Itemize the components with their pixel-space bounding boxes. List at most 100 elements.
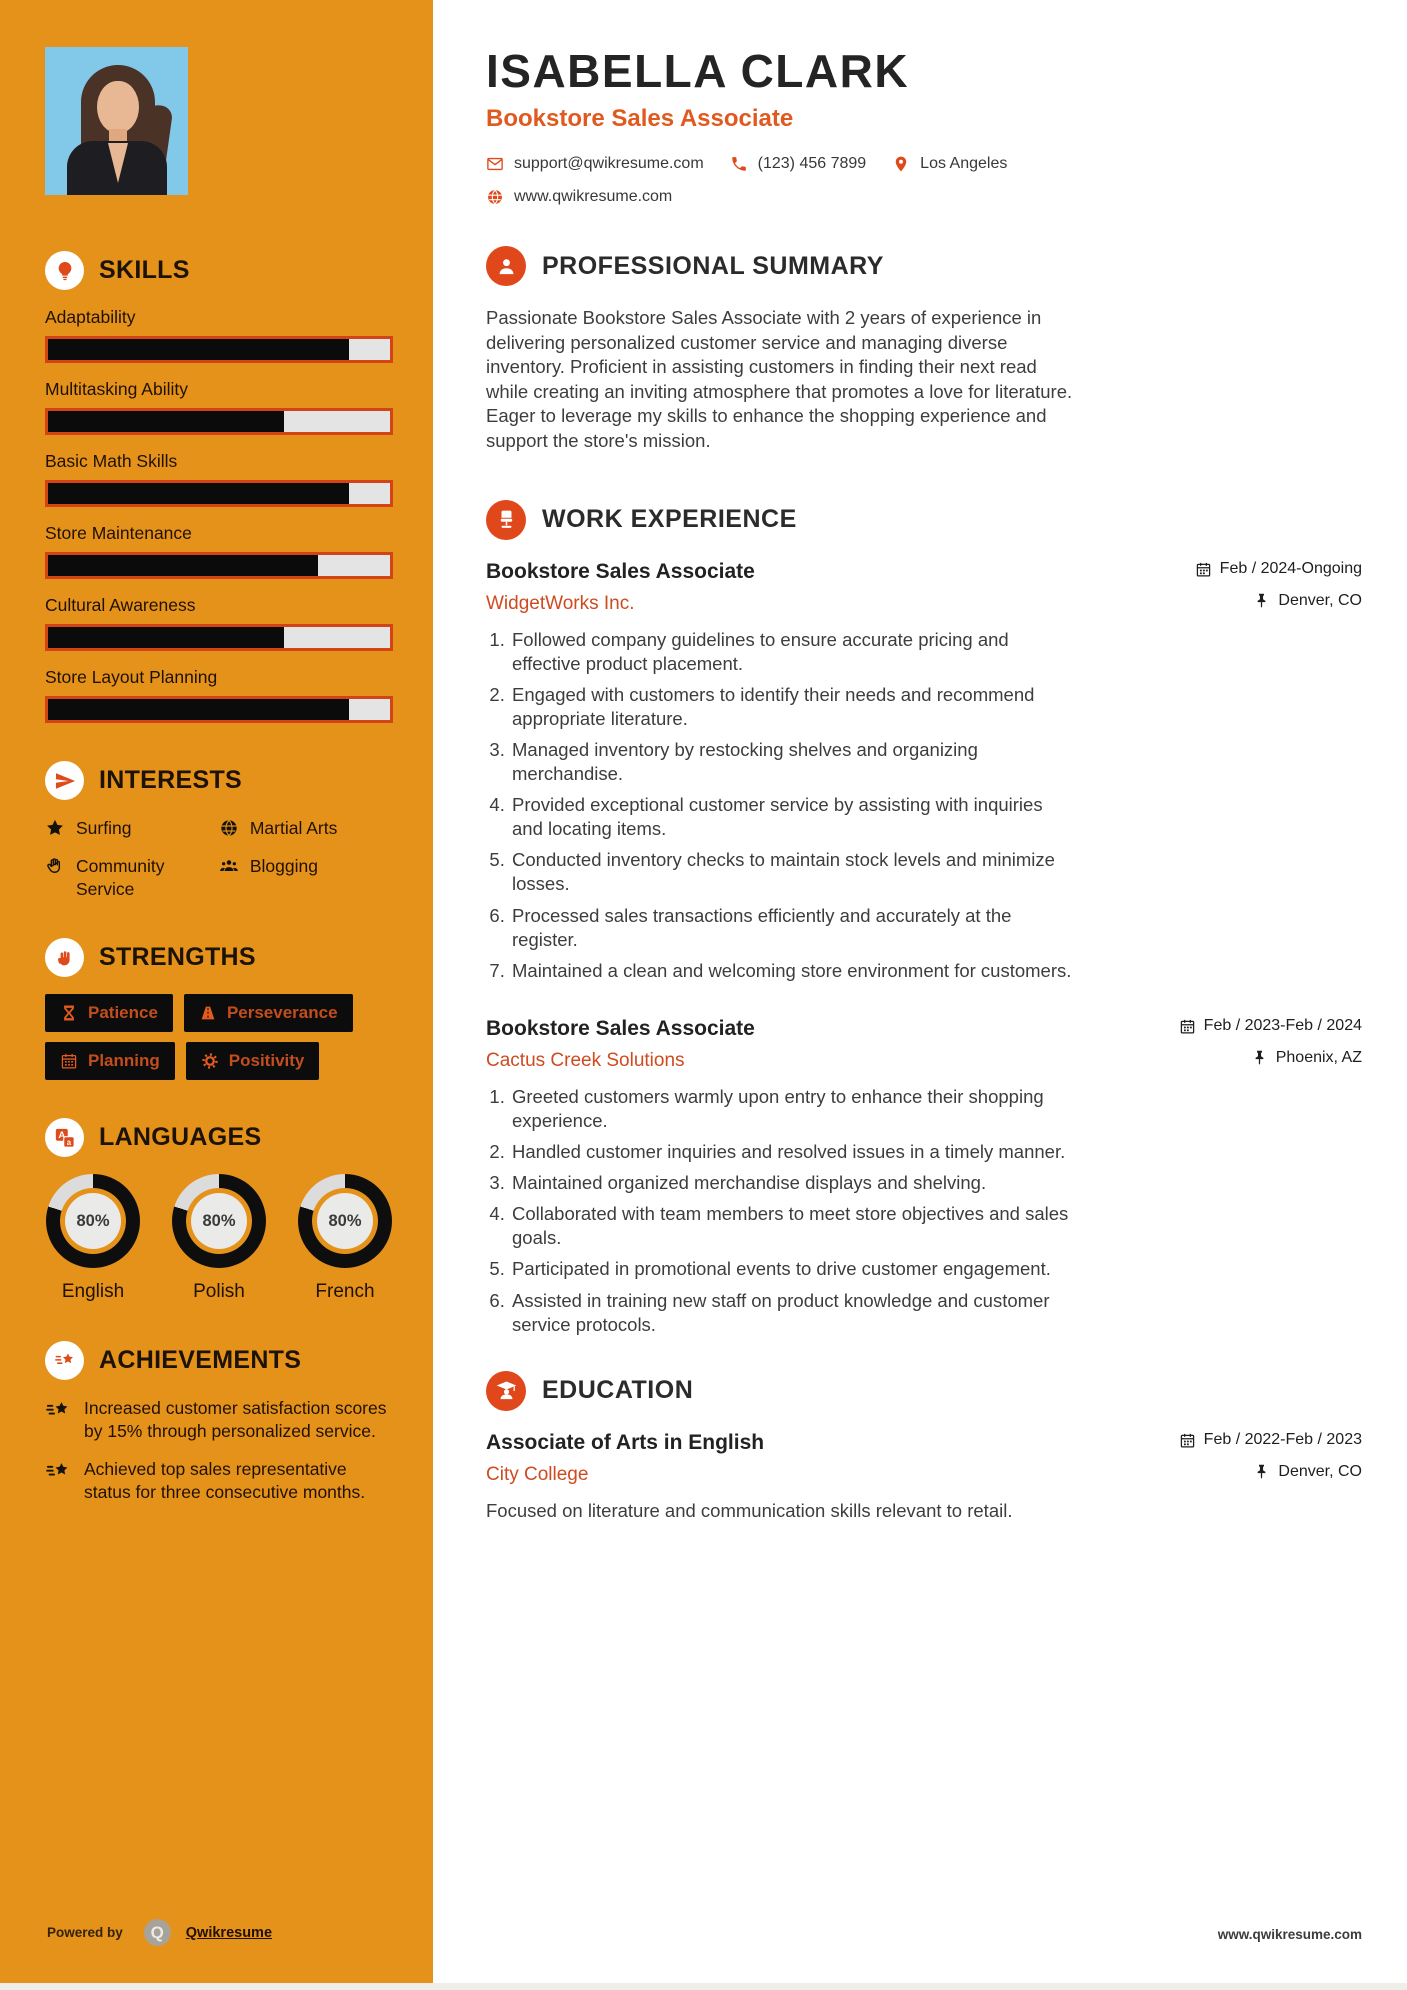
language-percent: 80% xyxy=(317,1193,373,1250)
language-item: 80% French xyxy=(297,1174,393,1303)
powered-by-label: Powered by xyxy=(47,1925,123,1940)
page-bottom-edge xyxy=(0,1983,1407,1990)
language-label: English xyxy=(61,1281,125,1303)
lightbulb-icon xyxy=(45,251,84,290)
skill-label: Multitasking Ability xyxy=(45,379,188,399)
skills-title: SKILLS xyxy=(99,256,190,284)
calendar-small-icon xyxy=(1179,1018,1196,1035)
sidebar: SKILLS Adaptability Multitasking Ability… xyxy=(0,0,433,1990)
skill-bar-fill xyxy=(48,483,349,504)
calendar-small-icon xyxy=(1195,561,1212,578)
education-location: Denver, CO xyxy=(1278,1462,1362,1480)
skill-bar xyxy=(45,408,393,435)
location-value: Los Angeles xyxy=(920,155,1008,172)
interest-item: Surfing xyxy=(45,817,211,840)
pushpin-icon xyxy=(1253,1463,1270,1480)
experience-title: WORK EXPERIENCE xyxy=(542,505,797,534)
summary-text: Passionate Bookstore Sales Associate wit… xyxy=(486,307,1073,451)
skill-item: Store Maintenance xyxy=(45,523,393,579)
phone-item: (123) 456 7899 xyxy=(730,155,866,173)
job-bullet: Handled customer inquiries and resolved … xyxy=(510,1140,1076,1164)
skill-bar-fill xyxy=(48,627,284,648)
interest-label: Community Service xyxy=(76,855,165,899)
strength-label: Positivity xyxy=(228,1051,305,1071)
qwikresume-link[interactable]: Qwikresume xyxy=(185,1924,273,1941)
strengths-title: STRENGTHS xyxy=(99,943,256,972)
job-bullet: Processed sales transactions efficiently… xyxy=(510,904,1076,952)
skill-label: Store Maintenance xyxy=(45,523,192,543)
job-location: Phoenix, AZ xyxy=(1275,1048,1362,1066)
candidate-name: ISABELLA CLARK xyxy=(486,45,910,97)
interest-item: Martial Arts xyxy=(219,817,393,840)
job-entry: Bookstore Sales Associate Feb / 2023-Feb… xyxy=(486,1017,1362,1337)
job-bullet: Maintained organized merchandise display… xyxy=(510,1171,1076,1195)
pushpin-icon xyxy=(1251,1049,1268,1066)
language-progress-ring: 80% xyxy=(46,1174,140,1269)
job-bullet: Greeted customers warmly upon entry to e… xyxy=(510,1085,1076,1133)
language-percent: 80% xyxy=(65,1193,121,1250)
skill-label: Basic Math Skills xyxy=(45,451,178,471)
users-icon xyxy=(219,856,239,876)
strength-badge: Planning xyxy=(45,1042,175,1081)
interests-title: INTERESTS xyxy=(99,766,242,794)
phone-icon xyxy=(730,155,748,173)
languages-list: 80% English 80% Polish 80% French xyxy=(45,1174,393,1303)
star-icon xyxy=(45,818,65,838)
contact-info: support@qwikresume.com (123) 456 7899 Lo… xyxy=(486,155,1362,206)
skill-bar xyxy=(45,480,393,507)
footer-website-link[interactable]: www.qwikresume.com xyxy=(1217,1927,1362,1942)
job-location: Denver, CO xyxy=(1278,591,1362,609)
fist-icon xyxy=(45,938,84,978)
degree-name: Associate of Arts in English xyxy=(486,1430,765,1454)
main-content: ISABELLA CLARK Bookstore Sales Associate… xyxy=(433,0,1407,1990)
strength-label: Planning xyxy=(88,1051,160,1071)
office-chair-icon xyxy=(486,499,526,540)
job-bullet: Assisted in training new staff on produc… xyxy=(510,1289,1076,1337)
profile-photo xyxy=(45,47,188,195)
website-value[interactable]: www.qwikresume.com xyxy=(514,188,673,205)
job-company: WidgetWorks Inc. xyxy=(486,593,635,615)
interest-item: Community Service xyxy=(45,855,211,901)
skill-bar xyxy=(45,552,393,579)
skill-bar xyxy=(45,624,393,651)
strength-label: Patience xyxy=(88,1003,158,1023)
achievements-section: ACHIEVEMENTS Increased customer satisfac… xyxy=(45,1341,393,1503)
pin-icon xyxy=(892,155,910,173)
skill-item: Adaptability xyxy=(45,307,393,363)
calendar-icon xyxy=(60,1052,78,1070)
achievements-list: Increased customer satisfaction scores b… xyxy=(45,1397,393,1503)
strength-badge: Positivity xyxy=(185,1042,320,1081)
web-icon xyxy=(486,188,504,206)
language-progress-ring: 80% xyxy=(298,1174,392,1269)
strength-badge: Patience xyxy=(45,994,173,1033)
language-label: Polish xyxy=(193,1281,245,1303)
summary-title: PROFESSIONAL SUMMARY xyxy=(542,251,884,280)
achievement-text: Achieved top sales representative status… xyxy=(84,1458,366,1502)
language-label: French xyxy=(315,1281,375,1303)
strengths-list: Patience Perseverance Planning Positivit… xyxy=(45,994,393,1081)
education-title: EDUCATION xyxy=(542,1376,694,1405)
experience-section: WORK EXPERIENCE Bookstore Sales Associat… xyxy=(486,499,1362,1337)
paper-plane-icon xyxy=(45,761,84,800)
language-progress-ring: 80% xyxy=(172,1174,266,1269)
education-section: EDUCATION Associate of Arts in English F… xyxy=(486,1370,1362,1523)
candidate-title: Bookstore Sales Associate xyxy=(486,105,794,132)
email-item: support@qwikresume.com xyxy=(486,155,704,173)
skill-label: Cultural Awareness xyxy=(45,595,196,615)
strength-badge: Perseverance xyxy=(183,994,353,1033)
skill-item: Basic Math Skills xyxy=(45,451,393,507)
job-bullet: Maintained a clean and welcoming store e… xyxy=(510,959,1076,983)
qwikresume-logo: Q xyxy=(143,1919,171,1946)
skill-item: Store Layout Planning xyxy=(45,667,393,723)
language-percent: 80% xyxy=(191,1193,247,1250)
job-role: Bookstore Sales Associate xyxy=(486,559,755,583)
education-note: Focused on literature and communication … xyxy=(486,1500,1013,1522)
shooting-star-icon xyxy=(45,1459,71,1485)
road-icon xyxy=(199,1004,217,1022)
job-bullet: Participated in promotional events to dr… xyxy=(510,1257,1076,1281)
email-value[interactable]: support@qwikresume.com xyxy=(514,155,704,172)
sidebar-footer: Powered by Q Qwikresume xyxy=(47,1919,272,1946)
shooting-star-icon xyxy=(45,1341,84,1381)
summary-section: PROFESSIONAL SUMMARY Passionate Bookstor… xyxy=(486,246,1362,454)
